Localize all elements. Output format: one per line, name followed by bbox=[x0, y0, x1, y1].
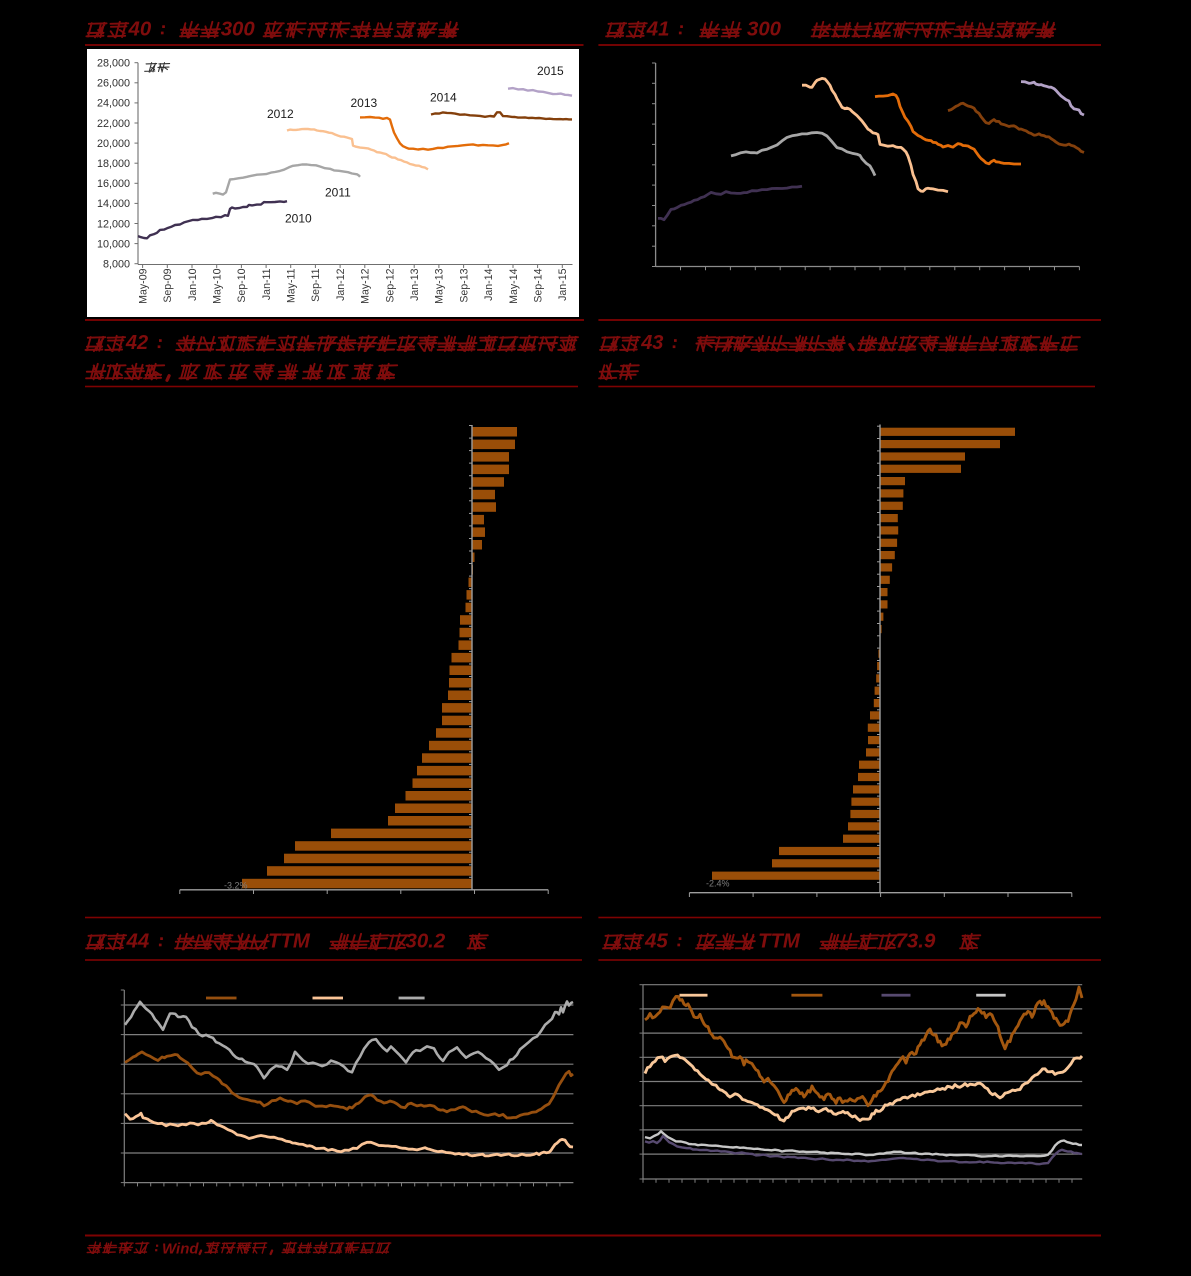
svg-text:Sep-11: Sep-11 bbox=[310, 268, 322, 301]
svg-text:45: 45 bbox=[644, 930, 668, 952]
svg-text:TTM: TTM bbox=[268, 930, 311, 952]
svg-text:26,000: 26,000 bbox=[97, 78, 130, 90]
svg-text:2015: 2015 bbox=[537, 64, 564, 78]
svg-text:42: 42 bbox=[125, 332, 148, 354]
svg-text:14,000: 14,000 bbox=[97, 198, 130, 210]
svg-text:12,000: 12,000 bbox=[97, 218, 130, 230]
svg-text:40: 40 bbox=[128, 18, 152, 40]
svg-text:May-10: May-10 bbox=[212, 268, 224, 303]
svg-text:16,000: 16,000 bbox=[97, 178, 130, 190]
svg-text:43: 43 bbox=[640, 332, 663, 354]
svg-text:Sep-14: Sep-14 bbox=[532, 268, 544, 302]
svg-text:28,000: 28,000 bbox=[97, 58, 130, 70]
svg-text:18,000: 18,000 bbox=[97, 158, 130, 170]
svg-text:2014: 2014 bbox=[430, 91, 457, 105]
svg-text:May-13: May-13 bbox=[434, 268, 446, 303]
svg-text:20,000: 20,000 bbox=[97, 138, 130, 150]
svg-text:Sep-12: Sep-12 bbox=[384, 268, 396, 302]
svg-text:30.2: 30.2 bbox=[406, 930, 446, 952]
svg-text:TTM: TTM bbox=[758, 930, 801, 952]
svg-text:Jan-11: Jan-11 bbox=[261, 268, 273, 300]
svg-text:Sep-10: Sep-10 bbox=[236, 268, 248, 302]
svg-text:41: 41 bbox=[646, 18, 670, 40]
svg-text:2013: 2013 bbox=[351, 96, 378, 110]
svg-text:Jan-12: Jan-12 bbox=[335, 268, 347, 300]
svg-text:Jan-14: Jan-14 bbox=[483, 268, 495, 300]
svg-text:73.9: 73.9 bbox=[896, 930, 936, 952]
svg-text:-3.2%: -3.2% bbox=[224, 881, 248, 891]
svg-text:24,000: 24,000 bbox=[97, 98, 130, 110]
svg-text:2011: 2011 bbox=[325, 186, 351, 200]
svg-text:Sep-13: Sep-13 bbox=[458, 268, 470, 302]
svg-text:2012: 2012 bbox=[267, 107, 294, 121]
svg-text:44: 44 bbox=[126, 930, 150, 952]
svg-text:May-12: May-12 bbox=[360, 268, 372, 303]
svg-text:2010: 2010 bbox=[285, 212, 312, 226]
svg-text:Sep-09: Sep-09 bbox=[162, 268, 174, 302]
svg-text:-2.4%: -2.4% bbox=[706, 879, 730, 889]
svg-text:May-11: May-11 bbox=[286, 268, 298, 303]
svg-text:Jan-10: Jan-10 bbox=[187, 268, 199, 300]
svg-text:May-09: May-09 bbox=[137, 268, 149, 303]
svg-text:8,000: 8,000 bbox=[103, 259, 130, 271]
svg-text:May-14: May-14 bbox=[508, 268, 520, 303]
svg-text:10,000: 10,000 bbox=[97, 238, 130, 250]
svg-text:Wind: Wind bbox=[162, 1241, 199, 1258]
svg-text:300: 300 bbox=[747, 18, 782, 40]
svg-text:22,000: 22,000 bbox=[97, 118, 130, 130]
svg-text:Jan-15: Jan-15 bbox=[557, 268, 569, 300]
svg-text:Jan-13: Jan-13 bbox=[409, 268, 421, 300]
svg-text:300: 300 bbox=[221, 18, 256, 40]
